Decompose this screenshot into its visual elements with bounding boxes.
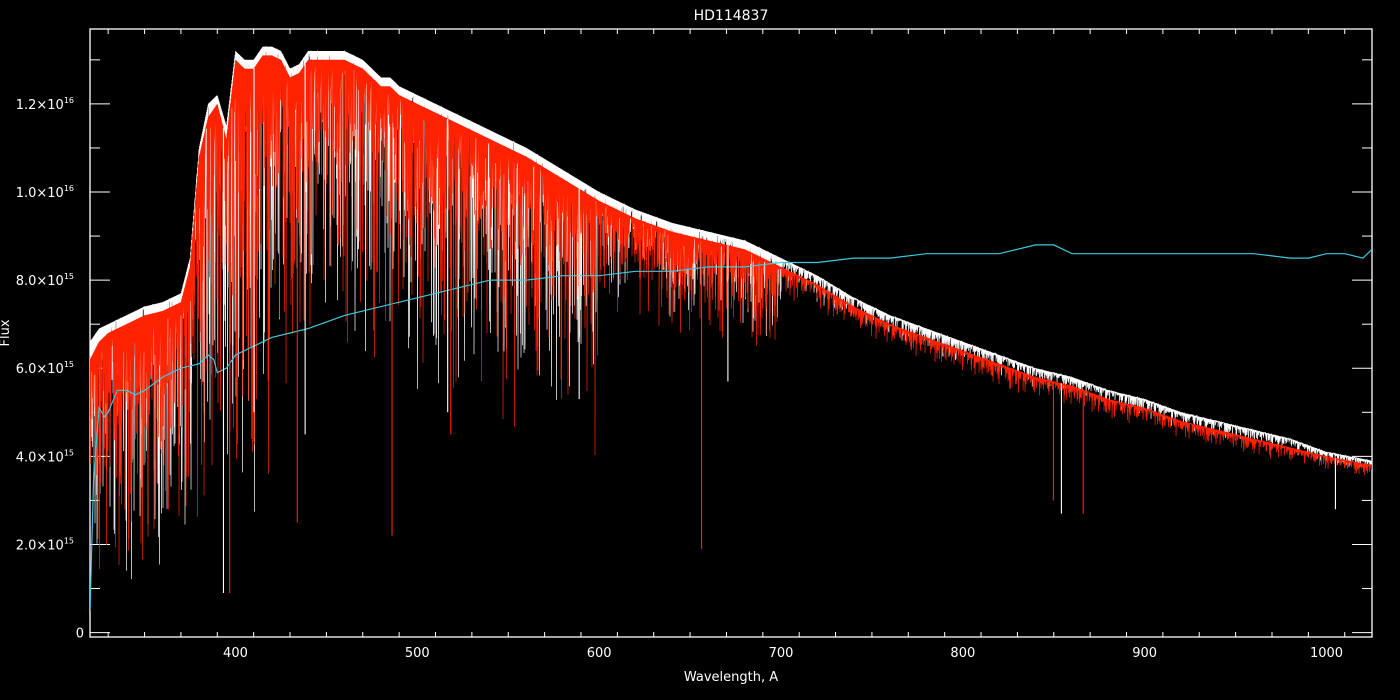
y-tick-label: 6.0×1015 <box>16 360 74 377</box>
x-tick-labels: 400 500 600 700 800 900 1000 <box>223 646 1343 661</box>
y-axis-label: Flux <box>0 319 13 346</box>
y-tick-label: 0 <box>76 627 84 642</box>
chart-title: HD114837 <box>694 8 769 24</box>
x-axis-label: Wavelength, A <box>684 670 778 685</box>
plot-frame <box>89 28 1373 638</box>
y-tick-label: 4.0×1015 <box>16 448 74 465</box>
x-tick-label: 1000 <box>1310 646 1343 661</box>
y-tick-label: 2.0×1015 <box>16 536 74 553</box>
y-tick-label: 1.2×1016 <box>16 96 74 113</box>
y-tick-exponent: 15 <box>64 360 74 369</box>
y-tick-exponent: 16 <box>64 184 74 193</box>
x-tick-label: 800 <box>950 646 975 661</box>
observed-spectrum-series <box>90 45 1372 580</box>
y-tick-label: 8.0×1015 <box>16 272 74 289</box>
x-tick-label: 500 <box>405 646 430 661</box>
x-tick-label: 400 <box>223 646 248 661</box>
x-tick-label: 600 <box>587 646 612 661</box>
model-spectrum-series <box>90 55 1372 569</box>
x-tick-label: 700 <box>769 646 794 661</box>
x-tick-label: 900 <box>1132 646 1157 661</box>
y-tick-exponent: 16 <box>64 96 74 105</box>
axis-ticks <box>90 29 1372 637</box>
y-tick-exponent: 15 <box>64 536 74 545</box>
y-tick-exponent: 15 <box>64 272 74 281</box>
response-curve-series <box>90 244 1372 611</box>
y-tick-exponent: 15 <box>64 448 74 457</box>
series-layer <box>90 45 1372 611</box>
y-tick-label: 1.0×1016 <box>16 184 74 201</box>
y-tick-labels: 0 2.0×1015 4.0×1015 6.0×1015 8.0×1015 1.0×101… <box>16 96 84 642</box>
